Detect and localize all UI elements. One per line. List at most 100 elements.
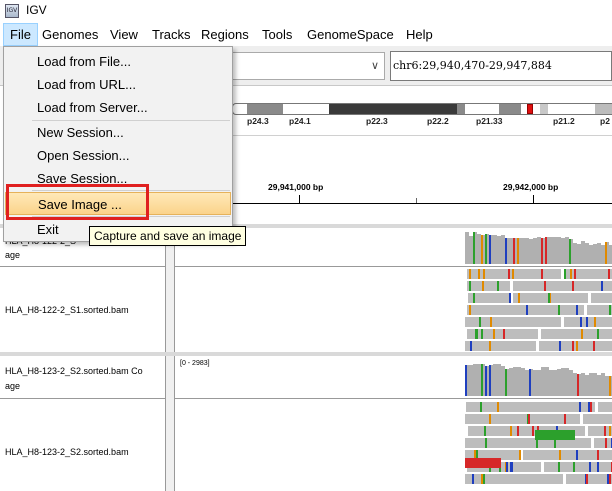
mismatch-base xyxy=(517,426,519,436)
mismatch-base xyxy=(479,317,481,327)
menu-tracks[interactable]: Tracks xyxy=(152,27,191,42)
alignment-read xyxy=(598,402,612,412)
mismatch-base xyxy=(528,414,530,424)
coverage-bar xyxy=(549,237,553,264)
menu-item-open-session[interactable]: Open Session... xyxy=(37,148,130,163)
mismatch-base xyxy=(509,293,511,303)
alignment-read xyxy=(566,474,612,484)
alignment-read xyxy=(465,438,591,448)
coverage-bar xyxy=(505,369,509,396)
mismatch-base xyxy=(536,438,538,448)
coverage-mismatch xyxy=(545,237,547,264)
coverage-bar xyxy=(553,369,557,396)
coverage-bar xyxy=(573,372,577,396)
coverage-bar xyxy=(565,367,569,396)
coverage-track-name[interactable]: HLA_H8-123-2_S2.sorted.bam Co xyxy=(5,366,143,376)
coverage-bar xyxy=(609,244,612,264)
menu-view[interactable]: View xyxy=(110,27,138,42)
menu-genomes[interactable]: Genomes xyxy=(42,27,99,42)
coverage-bar xyxy=(473,364,477,396)
menu-item-new-session[interactable]: New Session... xyxy=(37,125,124,140)
mismatch-base xyxy=(574,269,576,279)
window-title: IGV xyxy=(26,3,47,17)
coverage-bar xyxy=(581,373,585,396)
mismatch-base xyxy=(597,462,599,472)
mismatch-base xyxy=(554,438,556,448)
alignment-read xyxy=(587,305,612,315)
mismatch-base xyxy=(576,450,578,460)
band-label: p22.3 xyxy=(366,116,388,126)
mismatch-base xyxy=(572,341,574,351)
menu-tools[interactable]: Tools xyxy=(262,27,293,42)
attribute-panel xyxy=(166,356,174,491)
coverage-mismatch xyxy=(489,365,491,396)
track-separator xyxy=(175,266,612,267)
mismatch-base xyxy=(510,462,512,472)
coverage-bar xyxy=(581,241,585,264)
menu-regions[interactable]: Regions xyxy=(201,27,249,42)
ideogram-band xyxy=(595,104,612,114)
mismatch-base xyxy=(469,281,471,291)
menu-file[interactable]: File xyxy=(3,23,38,46)
coverage-track-name-cont: age xyxy=(5,250,21,260)
band-label: p22.2 xyxy=(427,116,449,126)
coverage-mismatch xyxy=(489,234,491,264)
alignment-read xyxy=(564,269,612,279)
menu-genomespace[interactable]: GenomeSpace xyxy=(307,27,394,42)
title-bar: IGV IGV xyxy=(0,0,612,23)
coverage-bar xyxy=(521,367,525,396)
chromosome-dropdown[interactable]: ∨ xyxy=(225,52,385,80)
track-data-panel[interactable]: [0 - 2983] xyxy=(174,356,612,491)
mismatch-base xyxy=(570,269,572,279)
coverage-bar xyxy=(573,242,577,264)
mismatch-base xyxy=(576,305,578,315)
coverage-bar xyxy=(533,238,537,264)
mismatch-base xyxy=(609,426,611,436)
panel-divider[interactable] xyxy=(0,224,612,228)
toolbar: ∨ chr6:29,940,470-29,947,884 xyxy=(0,46,612,86)
ideogram-band xyxy=(247,104,283,114)
mismatch-base xyxy=(609,474,611,484)
coverage-mismatch xyxy=(529,369,531,396)
menu-separator xyxy=(32,216,230,217)
alignment-track-name[interactable]: HLA_H8-123-2_S2.sorted.bam xyxy=(5,447,129,457)
alignment-read xyxy=(467,329,538,339)
alignment-read xyxy=(588,426,612,436)
mismatch-base xyxy=(508,269,510,279)
track-data-panel[interactable] xyxy=(174,228,612,352)
menu-item-load-from-file[interactable]: Load from File... xyxy=(37,54,131,69)
attribute-panel xyxy=(166,228,174,352)
menu-item-save-session[interactable]: Save Session... xyxy=(37,171,128,186)
menu-item-load-from-url[interactable]: Load from URL... xyxy=(37,77,136,92)
menu-item-exit[interactable]: Exit xyxy=(37,222,59,237)
alignment-read xyxy=(544,462,612,472)
file-menu-dropdown: Load from File... Load from URL... Load … xyxy=(3,46,233,242)
coverage-bar xyxy=(525,369,529,396)
mismatch-base xyxy=(489,341,491,351)
alignment-read xyxy=(539,341,612,351)
panel-divider[interactable] xyxy=(0,352,612,356)
alignment-read xyxy=(465,450,520,460)
mismatch-base xyxy=(511,462,513,472)
coverage-bar xyxy=(529,369,533,396)
coverage-bar xyxy=(509,368,513,396)
locus-input[interactable]: chr6:29,940,470-29,947,884 xyxy=(390,51,612,81)
mismatch-base xyxy=(558,305,560,315)
coverage-bar xyxy=(505,238,509,264)
coverage-bar xyxy=(489,234,493,264)
menu-item-load-from-server[interactable]: Load from Server... xyxy=(37,100,148,115)
mismatch-base xyxy=(589,462,591,472)
mismatch-base xyxy=(474,450,476,460)
chromosome-ideogram[interactable] xyxy=(232,103,612,115)
mismatch-base xyxy=(510,426,512,436)
coverage-bar xyxy=(469,365,473,396)
coverage-mismatch xyxy=(481,363,483,396)
mismatch-base xyxy=(483,474,485,484)
menu-item-save-image[interactable]: Save Image ... xyxy=(5,192,231,215)
coverage-mismatch xyxy=(569,238,571,264)
alignment-track-name[interactable]: HLA_H8-122-2_S1.sorted.bam xyxy=(5,305,129,315)
mismatch-base xyxy=(609,305,611,315)
menu-help[interactable]: Help xyxy=(406,27,433,42)
mismatch-base xyxy=(490,317,492,327)
mismatch-base xyxy=(493,329,495,339)
